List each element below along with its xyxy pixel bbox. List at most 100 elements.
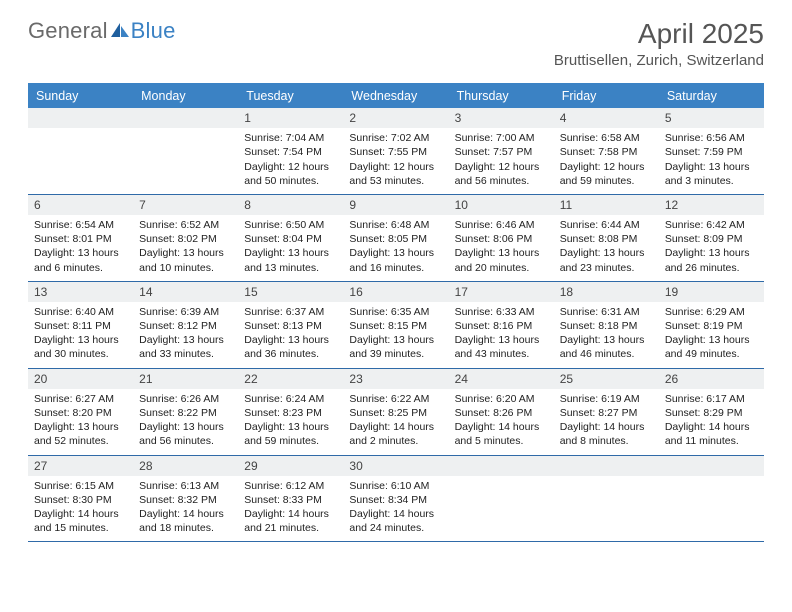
daylight-line-1: Daylight: 12 hours <box>244 160 337 174</box>
day-cell: 22Sunrise: 6:24 AMSunset: 8:23 PMDayligh… <box>238 369 343 455</box>
day-number: 21 <box>133 369 238 389</box>
sunrise-line: Sunrise: 6:35 AM <box>349 305 442 319</box>
daylight-line-1: Daylight: 14 hours <box>349 420 442 434</box>
daylight-line-1: Daylight: 14 hours <box>34 507 127 521</box>
daylight-line-2: and 24 minutes. <box>349 521 442 535</box>
daylight-line-1: Daylight: 13 hours <box>244 420 337 434</box>
day-number: 20 <box>28 369 133 389</box>
sunset-line: Sunset: 8:05 PM <box>349 232 442 246</box>
day-number: 12 <box>659 195 764 215</box>
header: General Blue April 2025 Bruttisellen, Zu… <box>0 0 792 75</box>
page-title: April 2025 <box>554 18 764 50</box>
sunset-line: Sunset: 8:27 PM <box>560 406 653 420</box>
daylight-line-2: and 16 minutes. <box>349 261 442 275</box>
day-number: 29 <box>238 456 343 476</box>
day-cell: 29 Sunrise: 6:12 AMSunset: 8:33 PMDayligh… <box>238 456 343 542</box>
day-number: 6 <box>28 195 133 215</box>
daylight-line-2: and 23 minutes. <box>560 261 653 275</box>
daylight-line-2: and 59 minutes. <box>244 434 337 448</box>
sunrise-line: Sunrise: 6:54 AM <box>34 218 127 232</box>
day-number: 25 <box>554 369 659 389</box>
day-cell: 21Sunrise: 6:26 AMSunset: 8:22 PMDayligh… <box>133 369 238 455</box>
daylight-line-2: and 10 minutes. <box>139 261 232 275</box>
daylight-line-2: and 43 minutes. <box>455 347 548 361</box>
day-number: . <box>659 456 764 476</box>
daylight-line-1: Daylight: 13 hours <box>244 333 337 347</box>
sunset-line: Sunset: 7:58 PM <box>560 145 653 159</box>
sunrise-line: Sunrise: 6:37 AM <box>244 305 337 319</box>
week-row: 27Sunrise: 6:15 AMSunset: 8:30 PMDayligh… <box>28 456 764 543</box>
day-cell: 4Sunrise: 6:58 AMSunset: 7:58 PMDaylight… <box>554 108 659 194</box>
daylight-line-2: and 36 minutes. <box>244 347 337 361</box>
sunrise-line: Sunrise: 6:56 AM <box>665 131 758 145</box>
sunset-line: Sunset: 8:09 PM <box>665 232 758 246</box>
day-cell: 18Sunrise: 6:31 AMSunset: 8:18 PMDayligh… <box>554 282 659 368</box>
day-number: 13 <box>28 282 133 302</box>
daylight-line-2: and 33 minutes. <box>139 347 232 361</box>
daylight-line-1: Daylight: 13 hours <box>560 246 653 260</box>
day-number: 16 <box>343 282 448 302</box>
day-cell: 30Sunrise: 6:10 AMSunset: 8:34 PMDayligh… <box>343 456 448 542</box>
sunrise-line: Sunrise: 6:42 AM <box>665 218 758 232</box>
daylight-line-1: Daylight: 14 hours <box>139 507 232 521</box>
weeks-container: ..1Sunrise: 7:04 AMSunset: 7:54 PMDaylig… <box>28 108 764 542</box>
sunrise-line: Sunrise: 6:12 AM <box>244 479 337 493</box>
week-row: 20Sunrise: 6:27 AMSunset: 8:20 PMDayligh… <box>28 369 764 456</box>
sunrise-line: Sunrise: 6:40 AM <box>34 305 127 319</box>
day-number: 22 <box>238 369 343 389</box>
sunset-line: Sunset: 8:33 PM <box>244 493 337 507</box>
day-cell: 14Sunrise: 6:39 AMSunset: 8:12 PMDayligh… <box>133 282 238 368</box>
day-cell: 12Sunrise: 6:42 AMSunset: 8:09 PMDayligh… <box>659 195 764 281</box>
day-cell: 10Sunrise: 6:46 AMSunset: 8:06 PMDayligh… <box>449 195 554 281</box>
day-number: 24 <box>449 369 554 389</box>
daylight-line-2: and 18 minutes. <box>139 521 232 535</box>
day-number: 7 <box>133 195 238 215</box>
daylight-line-2: and 59 minutes. <box>560 174 653 188</box>
sunset-line: Sunset: 7:59 PM <box>665 145 758 159</box>
daylight-line-2: and 30 minutes. <box>34 347 127 361</box>
day-cell: 13Sunrise: 6:40 AMSunset: 8:11 PMDayligh… <box>28 282 133 368</box>
daylight-line-1: Daylight: 14 hours <box>560 420 653 434</box>
sunrise-line: Sunrise: 6:22 AM <box>349 392 442 406</box>
day-cell: 20Sunrise: 6:27 AMSunset: 8:20 PMDayligh… <box>28 369 133 455</box>
sunrise-line: Sunrise: 6:31 AM <box>560 305 653 319</box>
daylight-line-1: Daylight: 13 hours <box>34 246 127 260</box>
week-row: 6Sunrise: 6:54 AMSunset: 8:01 PMDaylight… <box>28 195 764 282</box>
title-block: April 2025 Bruttisellen, Zurich, Switzer… <box>554 18 764 69</box>
daylight-line-2: and 52 minutes. <box>34 434 127 448</box>
day-cell: . <box>659 456 764 542</box>
sunrise-line: Sunrise: 6:17 AM <box>665 392 758 406</box>
daylight-line-1: Daylight: 13 hours <box>139 246 232 260</box>
daylight-line-1: Daylight: 12 hours <box>560 160 653 174</box>
calendar: Sunday Monday Tuesday Wednesday Thursday… <box>28 83 764 542</box>
daylight-line-2: and 5 minutes. <box>455 434 548 448</box>
day-number: 26 <box>659 369 764 389</box>
day-number: 11 <box>554 195 659 215</box>
sunset-line: Sunset: 8:08 PM <box>560 232 653 246</box>
sunset-line: Sunset: 7:55 PM <box>349 145 442 159</box>
daylight-line-2: and 3 minutes. <box>665 174 758 188</box>
day-cell: 16Sunrise: 6:35 AMSunset: 8:15 PMDayligh… <box>343 282 448 368</box>
day-cell: 3Sunrise: 7:00 AMSunset: 7:57 PMDaylight… <box>449 108 554 194</box>
daylight-line-2: and 56 minutes. <box>455 174 548 188</box>
sunset-line: Sunset: 8:15 PM <box>349 319 442 333</box>
daylight-line-2: and 21 minutes. <box>244 521 337 535</box>
daylight-line-1: Daylight: 13 hours <box>455 333 548 347</box>
day-number: . <box>28 108 133 128</box>
daylight-line-2: and 46 minutes. <box>560 347 653 361</box>
sunrise-line: Sunrise: 6:26 AM <box>139 392 232 406</box>
daylight-line-1: Daylight: 14 hours <box>244 507 337 521</box>
daylight-line-2: and 2 minutes. <box>349 434 442 448</box>
weekday-header: Sunday Monday Tuesday Wednesday Thursday… <box>28 85 764 108</box>
weekday-saturday: Saturday <box>659 85 764 108</box>
day-number: 10 <box>449 195 554 215</box>
sunset-line: Sunset: 8:26 PM <box>455 406 548 420</box>
sunrise-line: Sunrise: 6:10 AM <box>349 479 442 493</box>
weekday-tuesday: Tuesday <box>238 85 343 108</box>
sunset-line: Sunset: 8:01 PM <box>34 232 127 246</box>
sunrise-line: Sunrise: 7:00 AM <box>455 131 548 145</box>
logo-sail-icon <box>110 22 130 38</box>
sunset-line: Sunset: 8:19 PM <box>665 319 758 333</box>
day-number: 23 <box>343 369 448 389</box>
day-number: 1 <box>238 108 343 128</box>
